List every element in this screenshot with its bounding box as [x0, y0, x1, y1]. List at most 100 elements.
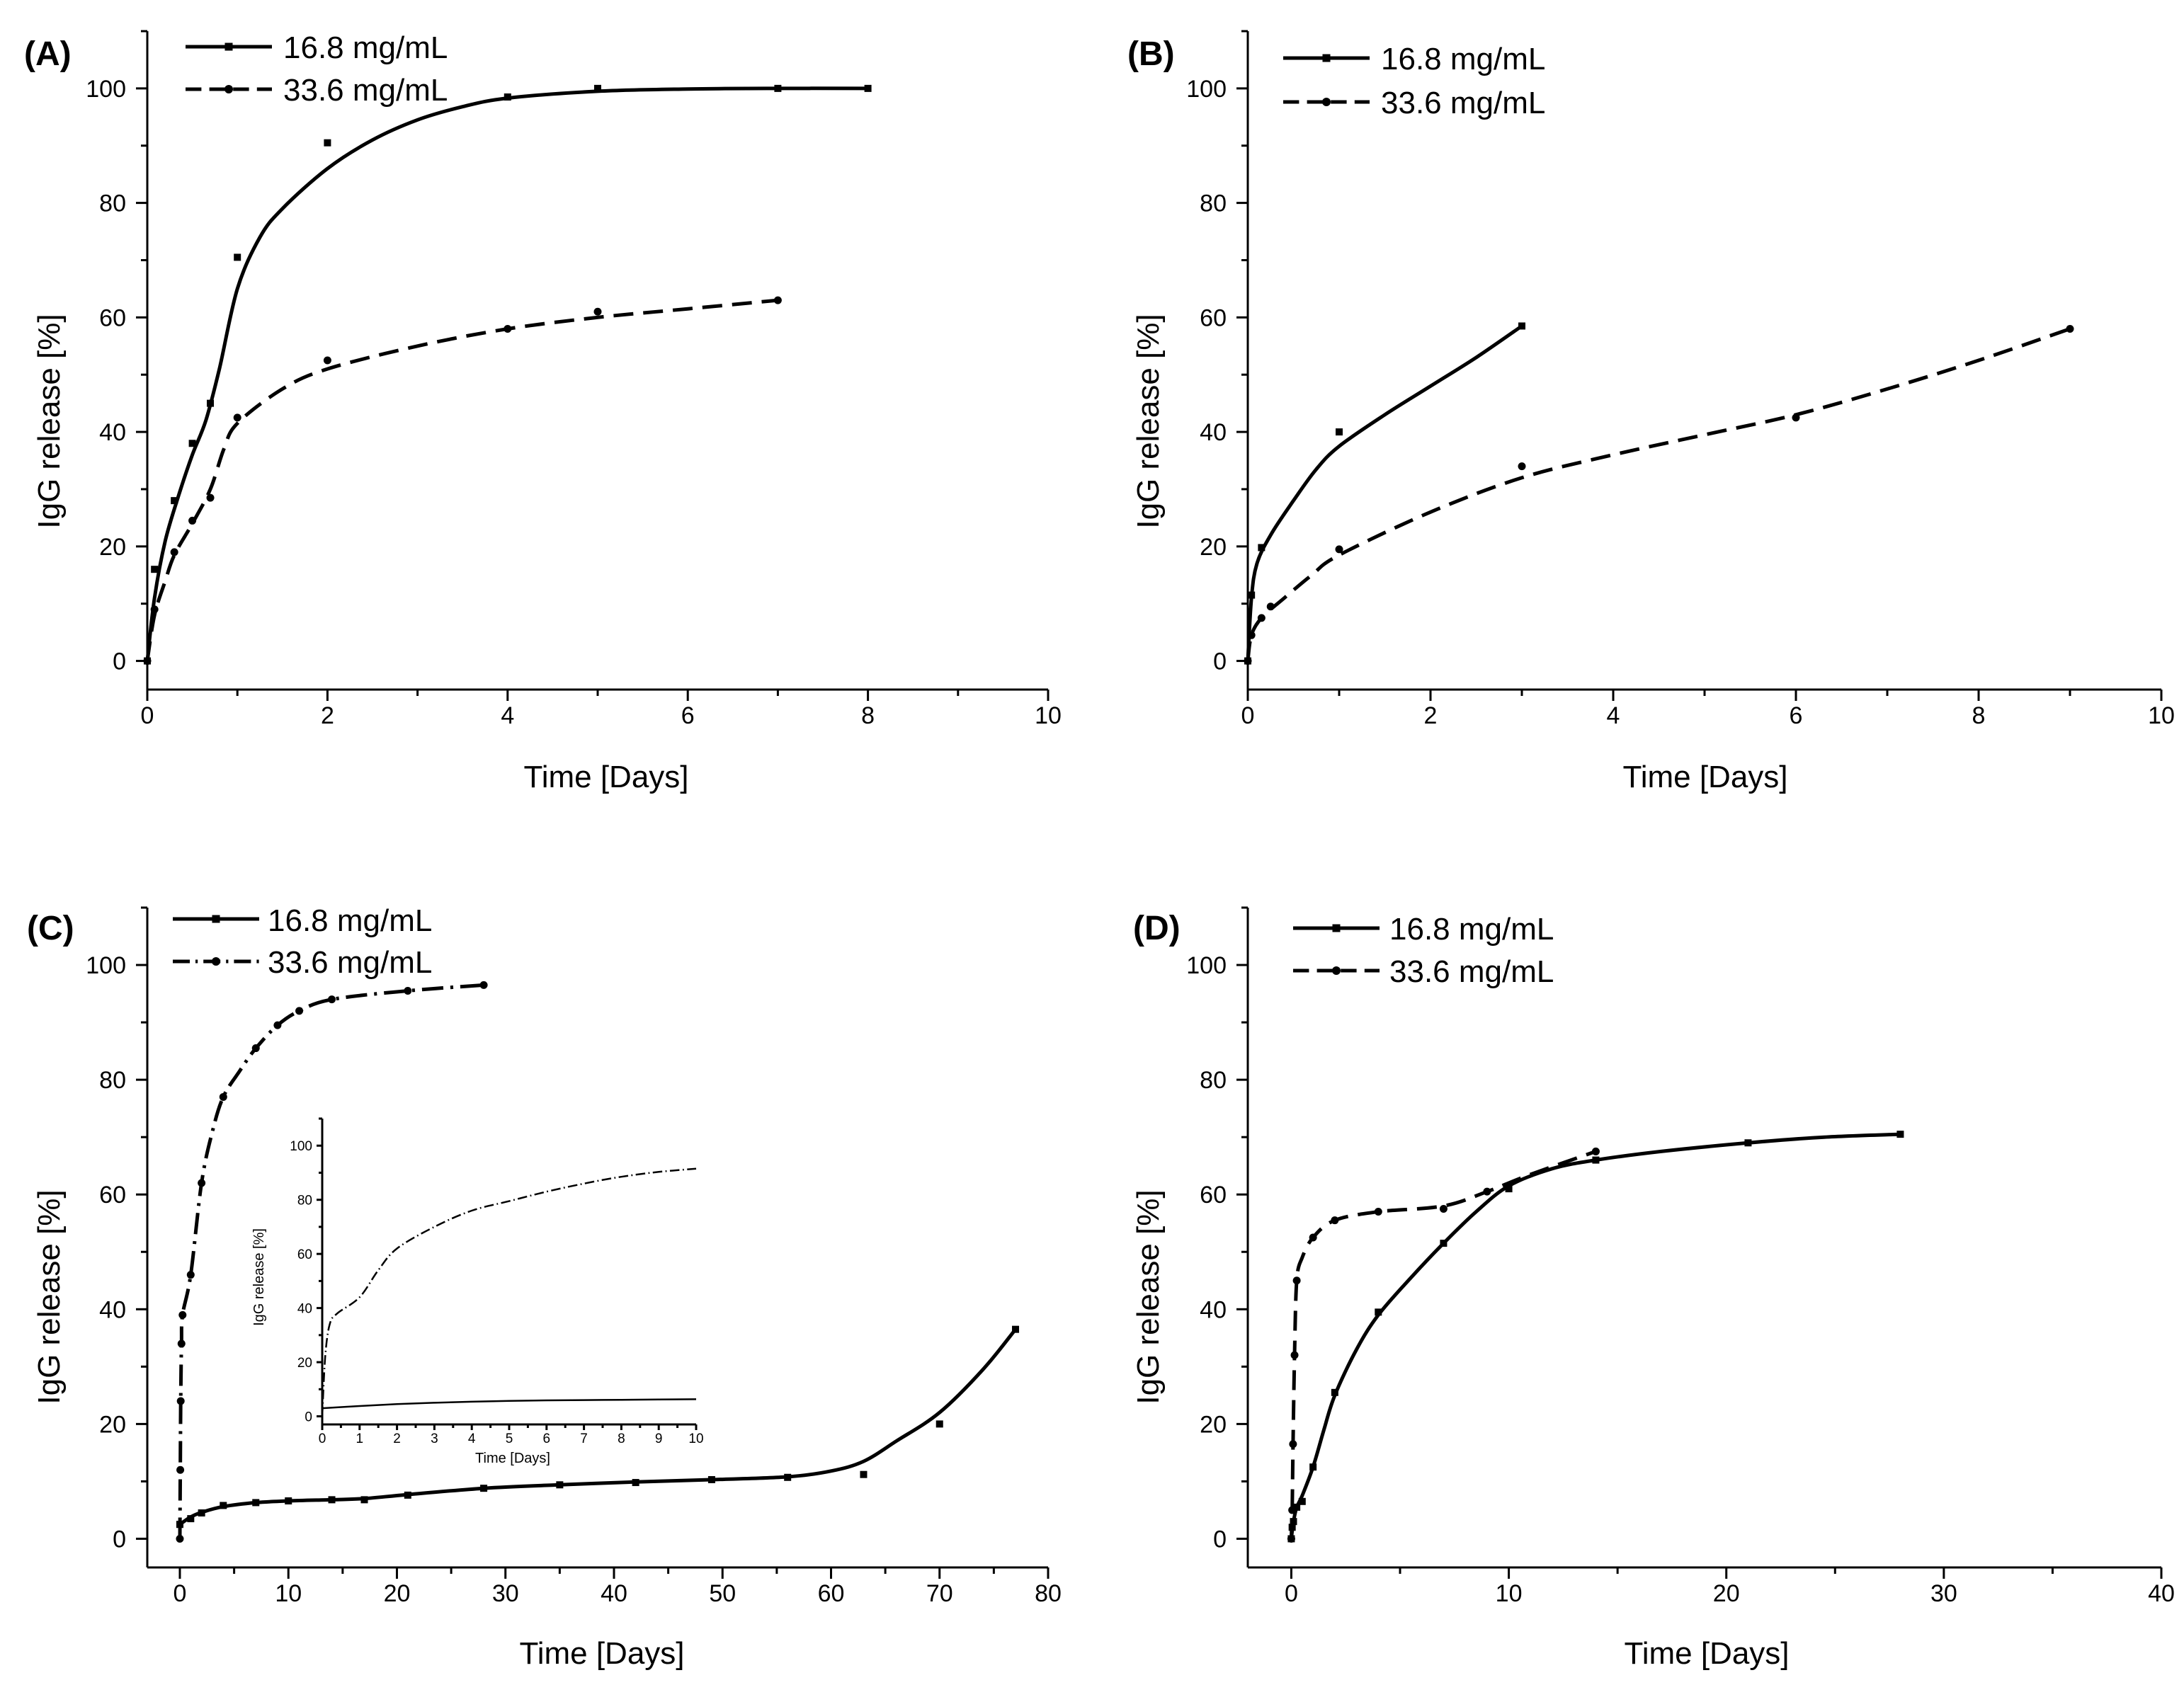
panel-d-series-16-8-point: [1375, 1308, 1382, 1316]
panel-d-series-16-8-point: [1309, 1463, 1317, 1471]
panel-b-y-tick-label: 20: [1200, 534, 1227, 561]
panel-b-series-33-6-point: [1247, 631, 1256, 639]
panel-b-x-tick-label: 6: [1790, 702, 1803, 729]
panel-a-legend-marker-16-8: [224, 42, 233, 51]
panel-d-y-tick-label: 40: [1200, 1296, 1227, 1323]
panel-c-series-33-6-point: [176, 1465, 185, 1474]
panel-c-inset-x-tick-label: 4: [468, 1432, 476, 1446]
panel-b-legend-label-16-8: 16.8 mg/mL: [1381, 42, 1545, 76]
panel-a-series-16-8-point: [594, 84, 601, 92]
panel-d-y-tick-label: 80: [1200, 1067, 1227, 1094]
panel-c-inset-x-tick-label: 2: [393, 1432, 401, 1446]
panel-a-legend-marker-33-6: [224, 85, 233, 93]
panel-a-series-16-8-point: [864, 84, 872, 92]
panel-a-series-33-6-point: [143, 657, 152, 665]
panel-c-series-33-6-line: [178, 983, 484, 1539]
panel-a-series-33-6-point: [773, 296, 782, 304]
panel-a-series-16-8-point: [188, 440, 196, 447]
panel-d-y-tick-label: 20: [1200, 1411, 1227, 1438]
panel-c-inset-x-tick-label: 5: [506, 1432, 513, 1446]
panel-a-series-16-8-point: [774, 84, 782, 92]
panel-d: (D) 0 10 20 30 40 0 20 40 60 80 100 Time [Days] Ig…: [1131, 906, 2175, 1671]
panel-a-series-33-6-point: [593, 307, 602, 316]
panel-a-y-axis-title: IgG release [%]: [32, 314, 67, 528]
panel-c-series-33-6-point: [273, 1021, 282, 1029]
panel-d-series-16-8-point: [1293, 1503, 1301, 1511]
panel-c-x-axis-title: Time [Days]: [519, 1636, 684, 1671]
panel-a-label: (A): [24, 35, 72, 73]
panel-c-y-tick-label: 40: [99, 1296, 126, 1323]
panel-a-legend-label-16-8: 16.8 mg/mL: [283, 30, 448, 65]
panel-c-inset-x-axis-title: Time [Days]: [475, 1451, 550, 1466]
panel-b-series-16-8-point: [1336, 428, 1343, 436]
panel-d-series-33-6-point: [1289, 1440, 1297, 1449]
panel-c-series-16-8-point: [480, 1485, 488, 1492]
panel-a-y-tick-label: 80: [99, 190, 126, 217]
panel-a-series-33-6-point: [188, 516, 197, 525]
panel-a-y-tick-label: 60: [99, 304, 126, 331]
panel-b-series-16-8-point: [1258, 544, 1266, 552]
panel-c-series-16-8-point: [220, 1502, 227, 1509]
panel-b-legend-label-33-6: 33.6 mg/mL: [1381, 86, 1545, 120]
panel-c-x-tick-label: 50: [709, 1580, 736, 1607]
panel-c-series-16-8-point: [860, 1470, 868, 1478]
panel-c-inset-y-tick-label: 80: [297, 1194, 312, 1209]
panel-c-series-16-8-point: [328, 1496, 336, 1504]
panel-c-inset-series-16-8-line: [322, 1398, 697, 1410]
panel-c-x-tick-label: 20: [384, 1580, 411, 1607]
panel-c-inset-x-tick-label: 6: [543, 1432, 551, 1446]
panel-b-series-16-8-point: [1518, 322, 1525, 330]
panel-b-y-tick-label: 80: [1200, 190, 1227, 217]
panel-b-label: (B): [1127, 35, 1175, 73]
panel-d-y-axis-title: IgG release [%]: [1131, 1189, 1166, 1404]
panel-c-x-tick-label: 70: [926, 1580, 953, 1607]
panel-d-series-33-6-point: [1309, 1233, 1317, 1242]
panel-c-y-tick-label: 0: [113, 1526, 126, 1553]
panel-b-series-33-6-line: [1246, 327, 2071, 661]
panel-a-y-tick-label: 100: [86, 76, 126, 103]
panel-a-series-33-6-point: [206, 493, 215, 502]
panel-d-x-tick-label: 10: [1496, 1580, 1523, 1607]
panel-c-y-axis-title: IgG release [%]: [32, 1189, 67, 1404]
panel-c-legend-marker-33-6: [212, 957, 220, 966]
panel-b-series-16-8-point: [1248, 591, 1256, 599]
panel-d-series-16-8-point: [1896, 1131, 1904, 1138]
panel-d-legend-label-16-8: 16.8 mg/mL: [1389, 912, 1554, 947]
panel-c-series-16-8-point: [187, 1515, 195, 1523]
panel-d-series-33-6-point: [1331, 1216, 1339, 1225]
panel-d-series-16-8-point: [1592, 1156, 1600, 1164]
panel-c-series-16-8-point: [784, 1473, 792, 1481]
panel-d-y-tick-label: 100: [1186, 952, 1227, 979]
panel-c-series-33-6-point: [251, 1044, 260, 1053]
panel-c-series-33-6-point: [219, 1092, 227, 1101]
panel-a-x-tick-label: 6: [681, 702, 695, 729]
panel-d-series-33-6-point: [1439, 1204, 1448, 1213]
panel-a-series-16-8-point: [171, 497, 178, 505]
panel-c-inset-x-tick-label: 1: [356, 1432, 364, 1446]
panel-d-series-16-8-point: [1440, 1240, 1448, 1247]
panel-a-y-tick-label: 20: [99, 534, 126, 561]
panel-c-series-16-8-point: [360, 1496, 368, 1504]
panel-a-x-tick-label: 10: [1035, 702, 1062, 729]
panel-b-series-33-6-point: [1518, 462, 1526, 471]
panel-c-series-33-6-point: [295, 1007, 304, 1015]
panel-b-series-33-6-point: [2066, 325, 2074, 333]
panel-c-series-16-8-point: [285, 1497, 292, 1504]
panel-a-series-33-6-point: [233, 413, 241, 422]
panel-d-legend-marker-16-8: [1332, 924, 1341, 932]
panel-d-series-33-6-point: [1287, 1534, 1295, 1543]
panel-c-series-16-8-point: [252, 1499, 260, 1507]
panel-d-x-tick-label: 0: [1285, 1580, 1298, 1607]
panel-c-legend-label-16-8: 16.8 mg/mL: [268, 903, 432, 938]
panel-d-x-tick-label: 40: [2148, 1580, 2175, 1607]
panel-b-x-tick-label: 0: [1241, 702, 1255, 729]
panel-a-y-tick-label: 40: [99, 419, 126, 446]
panel-d-series-16-8-point: [1744, 1139, 1752, 1147]
panel-b-y-tick-label: 100: [1186, 76, 1227, 103]
panel-c-series-16-8-point: [404, 1491, 411, 1499]
panel-a-series-16-8-line: [145, 86, 868, 661]
panel-c-label: (C): [27, 910, 74, 947]
panel-b-x-axis-title: Time [Days]: [1622, 760, 1787, 794]
